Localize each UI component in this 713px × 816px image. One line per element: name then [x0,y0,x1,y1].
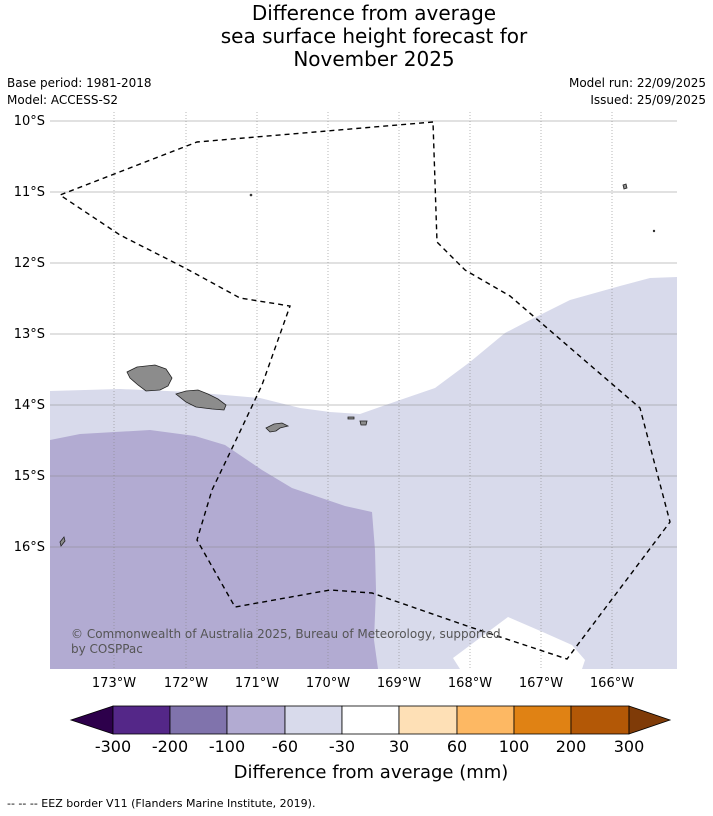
colorbar-tick-neg30: -30 [329,737,355,756]
title-line-2: sea surface height forecast for [220,24,528,48]
medium-purple-region [50,430,378,669]
latitude-labels: 10°S 11°S 12°S 13°S 14°S 15°S 16°S [14,114,45,555]
lat-label-10s: 10°S [14,114,45,129]
base-period: Base period: 1981-2018 [7,76,152,90]
island-swains [249,193,253,197]
island-savaii [126,364,173,392]
colorbar-tick-200: 200 [556,737,587,756]
lon-label-166w: 166°W [590,676,634,691]
eez-borders [58,121,671,660]
colorbar-title: Difference from average (mm) [234,762,509,783]
colorbar-segment-9 [570,705,630,735]
island-east-dot [652,229,656,233]
lat-label-16s: 16°S [14,540,45,555]
colorbar-segment-1 [112,705,171,735]
colorbar-tick-neg60: -60 [272,737,298,756]
colorbar-tick-300: 300 [614,737,645,756]
lon-label-167w: 167°W [519,676,563,691]
lon-label-171w: 171°W [235,676,279,691]
colorbar-tick-60: 60 [447,737,467,756]
colorbar [69,705,672,735]
lat-label-14s: 14°S [14,398,45,413]
island-upolu [175,389,227,411]
colorbar-tick-neg300: -300 [95,737,131,756]
colorbar-segment-2 [169,705,228,735]
lat-label-13s: 13°S [14,327,45,342]
island-west-rose [59,536,66,547]
lat-label-15s: 15°S [14,469,45,484]
island-manua-1 [347,416,355,420]
colorbar-segment-3 [226,705,286,735]
lat-label-12s: 12°S [14,256,45,271]
island-tokelau [622,183,628,190]
lat-label-11s: 11°S [14,185,45,200]
issued-date: Issued: 25/09/2025 [590,93,706,107]
model-run-date: Model run: 22/09/2025 [568,76,706,90]
lon-label-172w: 172°W [164,676,208,691]
title-line-3: November 2025 [293,47,455,71]
eez-border-north [58,121,671,660]
lon-label-170w: 170°W [306,676,350,691]
title-line-1: Difference from average [251,1,497,25]
attribution-line-1: © Commonwealth of Australia 2025, Bureau… [71,627,501,641]
lon-label-173w: 173°W [92,676,136,691]
anomaly-fill-layer [50,112,677,669]
longitude-labels: 173°W 172°W 171°W 170°W 169°W 168°W 167°… [92,676,634,691]
colorbar-segment-8 [513,705,572,735]
island-manua-2 [359,420,368,426]
colorbar-tick-neg200: -200 [152,737,188,756]
colorbar-segment-5 [341,705,400,735]
island-tutuila [265,422,290,433]
colorbar-tick-neg100: -100 [209,737,245,756]
eez-legend-note: -- -- -- EEZ border V11 (Flanders Marine… [7,797,316,810]
colorbar-low-extension [69,705,114,735]
colorbar-tick-100: 100 [499,737,530,756]
colorbar-high-extension [628,705,672,735]
model-name: Model: ACCESS-S2 [7,93,119,107]
colorbar-segment-6 [398,705,458,735]
attribution-line-2: by COSPPac [71,642,143,656]
lon-label-169w: 169°W [377,676,421,691]
islands [59,183,656,547]
lon-label-168w: 168°W [448,676,492,691]
colorbar-ticks: -300 -200 -100 -60 -30 30 60 100 200 300 [95,737,644,756]
graticule [50,112,677,669]
colorbar-segment-7 [456,705,515,735]
colorbar-tick-30: 30 [389,737,409,756]
colorbar-segment-4 [284,705,343,735]
